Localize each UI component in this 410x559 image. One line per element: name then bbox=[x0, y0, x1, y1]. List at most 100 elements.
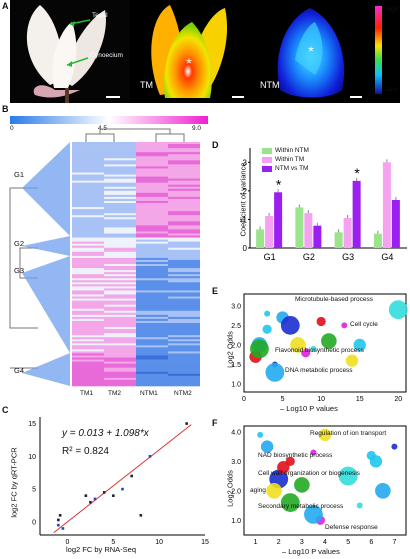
label-cell-wall: Cell wall organization or biogenesis bbox=[258, 470, 360, 477]
svg-text:*: * bbox=[186, 55, 192, 71]
bar-legend: Within NTM Within TM NTM vs TM bbox=[262, 146, 309, 173]
go-bubble bbox=[294, 477, 310, 493]
go-bubble bbox=[321, 333, 337, 349]
legend-item-tm: Within TM bbox=[262, 155, 309, 164]
go-bubble bbox=[280, 315, 300, 335]
photo-strip: * * bbox=[10, 0, 400, 103]
go-bubble bbox=[257, 431, 264, 438]
x-tick-label: 0 bbox=[66, 539, 70, 546]
panel-label-a: A bbox=[2, 1, 9, 11]
gynoecium-label: Gynoecium bbox=[90, 52, 123, 59]
sample-tm1: TM1 bbox=[80, 390, 93, 397]
bar bbox=[334, 232, 343, 248]
plot-frame bbox=[243, 293, 407, 393]
heatmap-cells bbox=[72, 142, 200, 387]
bar-ylabel: Coefficient of variance bbox=[238, 162, 248, 237]
cv-bar-chart: 0 1 2 3 G1 G2 G3 G4 * * bbox=[243, 148, 407, 262]
x-tick-label: 0 bbox=[242, 396, 246, 403]
group-label-g4: G4 bbox=[14, 366, 25, 375]
heatmap-colorscale bbox=[10, 116, 208, 124]
go-bubble bbox=[318, 428, 332, 442]
legend-swatch bbox=[262, 156, 272, 163]
x-tick-label: 4 bbox=[323, 539, 327, 546]
ntm-label: NTM bbox=[260, 80, 280, 90]
scatter-point bbox=[102, 491, 106, 494]
y-tick-label: 10 bbox=[28, 454, 36, 461]
y-tick-label: 3.0 bbox=[231, 459, 241, 466]
label-flavonoid: Flavonoid biosynthetic process bbox=[275, 347, 364, 354]
bubble-e-xlabel: – Log10 P values bbox=[280, 404, 338, 413]
go-bubble bbox=[262, 324, 272, 334]
y-tick-label: 2.5 bbox=[231, 323, 241, 330]
group-label-g3: G3 bbox=[14, 266, 25, 275]
x-tick-label: 3 bbox=[300, 539, 304, 546]
go-bubble bbox=[345, 354, 359, 367]
y-tick-label: 2.0 bbox=[231, 342, 241, 349]
scatter-point bbox=[57, 523, 60, 527]
go-bubble bbox=[369, 455, 383, 468]
legend-item-between: NTM vs TM bbox=[262, 164, 309, 173]
tm-label: TM bbox=[140, 80, 153, 90]
scatter-point bbox=[185, 422, 188, 425]
go-bubble bbox=[277, 461, 290, 474]
flower-photos: * * bbox=[10, 0, 382, 103]
go-bubble bbox=[304, 504, 323, 524]
flower-white-photo bbox=[10, 0, 130, 103]
label-nad: NAD biosynthetic process bbox=[258, 452, 333, 459]
y-tick-label: 1.0 bbox=[231, 382, 241, 389]
go-bubble bbox=[310, 345, 317, 352]
scatter-xlabel: log2 FC by RNA-Seq bbox=[66, 545, 137, 554]
label-ion-transport: Regulation of ion transport bbox=[310, 430, 387, 437]
panel-label-f: F bbox=[212, 418, 218, 428]
bar bbox=[295, 207, 304, 248]
label-dna: DNA metabolic process bbox=[285, 367, 353, 374]
go-bubble bbox=[341, 322, 348, 329]
scatter-point bbox=[93, 497, 97, 501]
y-tick-label: 2 bbox=[243, 187, 248, 196]
y-tick-label: 1.0 bbox=[231, 518, 241, 525]
go-bubble bbox=[353, 338, 366, 352]
plot-frame bbox=[243, 425, 407, 536]
bar bbox=[391, 200, 400, 248]
go-bubble bbox=[266, 483, 282, 499]
bubble-f-ylabel: Log2 Odds bbox=[225, 470, 235, 507]
bar bbox=[373, 233, 382, 248]
x-tick-label: 5 bbox=[281, 396, 285, 403]
scatter-point bbox=[148, 455, 152, 458]
tepal-label: Tepal bbox=[92, 12, 108, 19]
y-tick-label: 2.0 bbox=[231, 488, 241, 495]
y-tick-label: 5 bbox=[32, 487, 36, 494]
colorbar-low-label: Low bbox=[385, 86, 397, 93]
thermal-colorbar bbox=[375, 6, 382, 94]
legend-swatch bbox=[262, 147, 272, 154]
group-label-g2: G2 bbox=[14, 239, 25, 248]
sample-ntm1: NTM1 bbox=[140, 390, 158, 397]
regression-equation: y = 0.013 + 1.098*x bbox=[62, 428, 149, 439]
group-label-g1: G1 bbox=[14, 170, 25, 179]
scatter-point bbox=[84, 494, 88, 497]
column-dendrogram bbox=[85, 128, 185, 142]
label-secondary: Secondary metabolic process bbox=[258, 503, 344, 510]
x-tick-label: 15 bbox=[356, 396, 364, 403]
x-tick-label: 20 bbox=[394, 396, 402, 403]
panel-label-c: C bbox=[2, 405, 9, 415]
go-bubble bbox=[356, 502, 363, 509]
category-label: G2 bbox=[303, 252, 315, 262]
legend-swatch bbox=[262, 165, 272, 172]
label-aging: aging bbox=[250, 487, 266, 494]
x-tick-label: 6 bbox=[369, 539, 373, 546]
sample-tm2: TM2 bbox=[108, 390, 121, 397]
svg-text:*: * bbox=[308, 43, 314, 59]
label-cell-cycle: Cell cycle bbox=[350, 321, 378, 328]
scatter-point bbox=[112, 494, 115, 497]
go-bubble-f: 1 2 3 4 5 6 7 1.0 2.0 3.0 4.0 bbox=[231, 425, 407, 546]
bubble-f-xlabel: – Log10 P values bbox=[282, 547, 340, 556]
go-bubble bbox=[338, 466, 358, 486]
x-tick-label: 1 bbox=[254, 539, 258, 546]
x-tick-label: 5 bbox=[111, 539, 115, 546]
x-tick-label: 2 bbox=[277, 539, 281, 546]
bar bbox=[382, 162, 391, 248]
x-tick-label: 5 bbox=[346, 539, 350, 546]
x-tick-label: 10 bbox=[155, 539, 163, 546]
go-bubble bbox=[260, 440, 274, 453]
